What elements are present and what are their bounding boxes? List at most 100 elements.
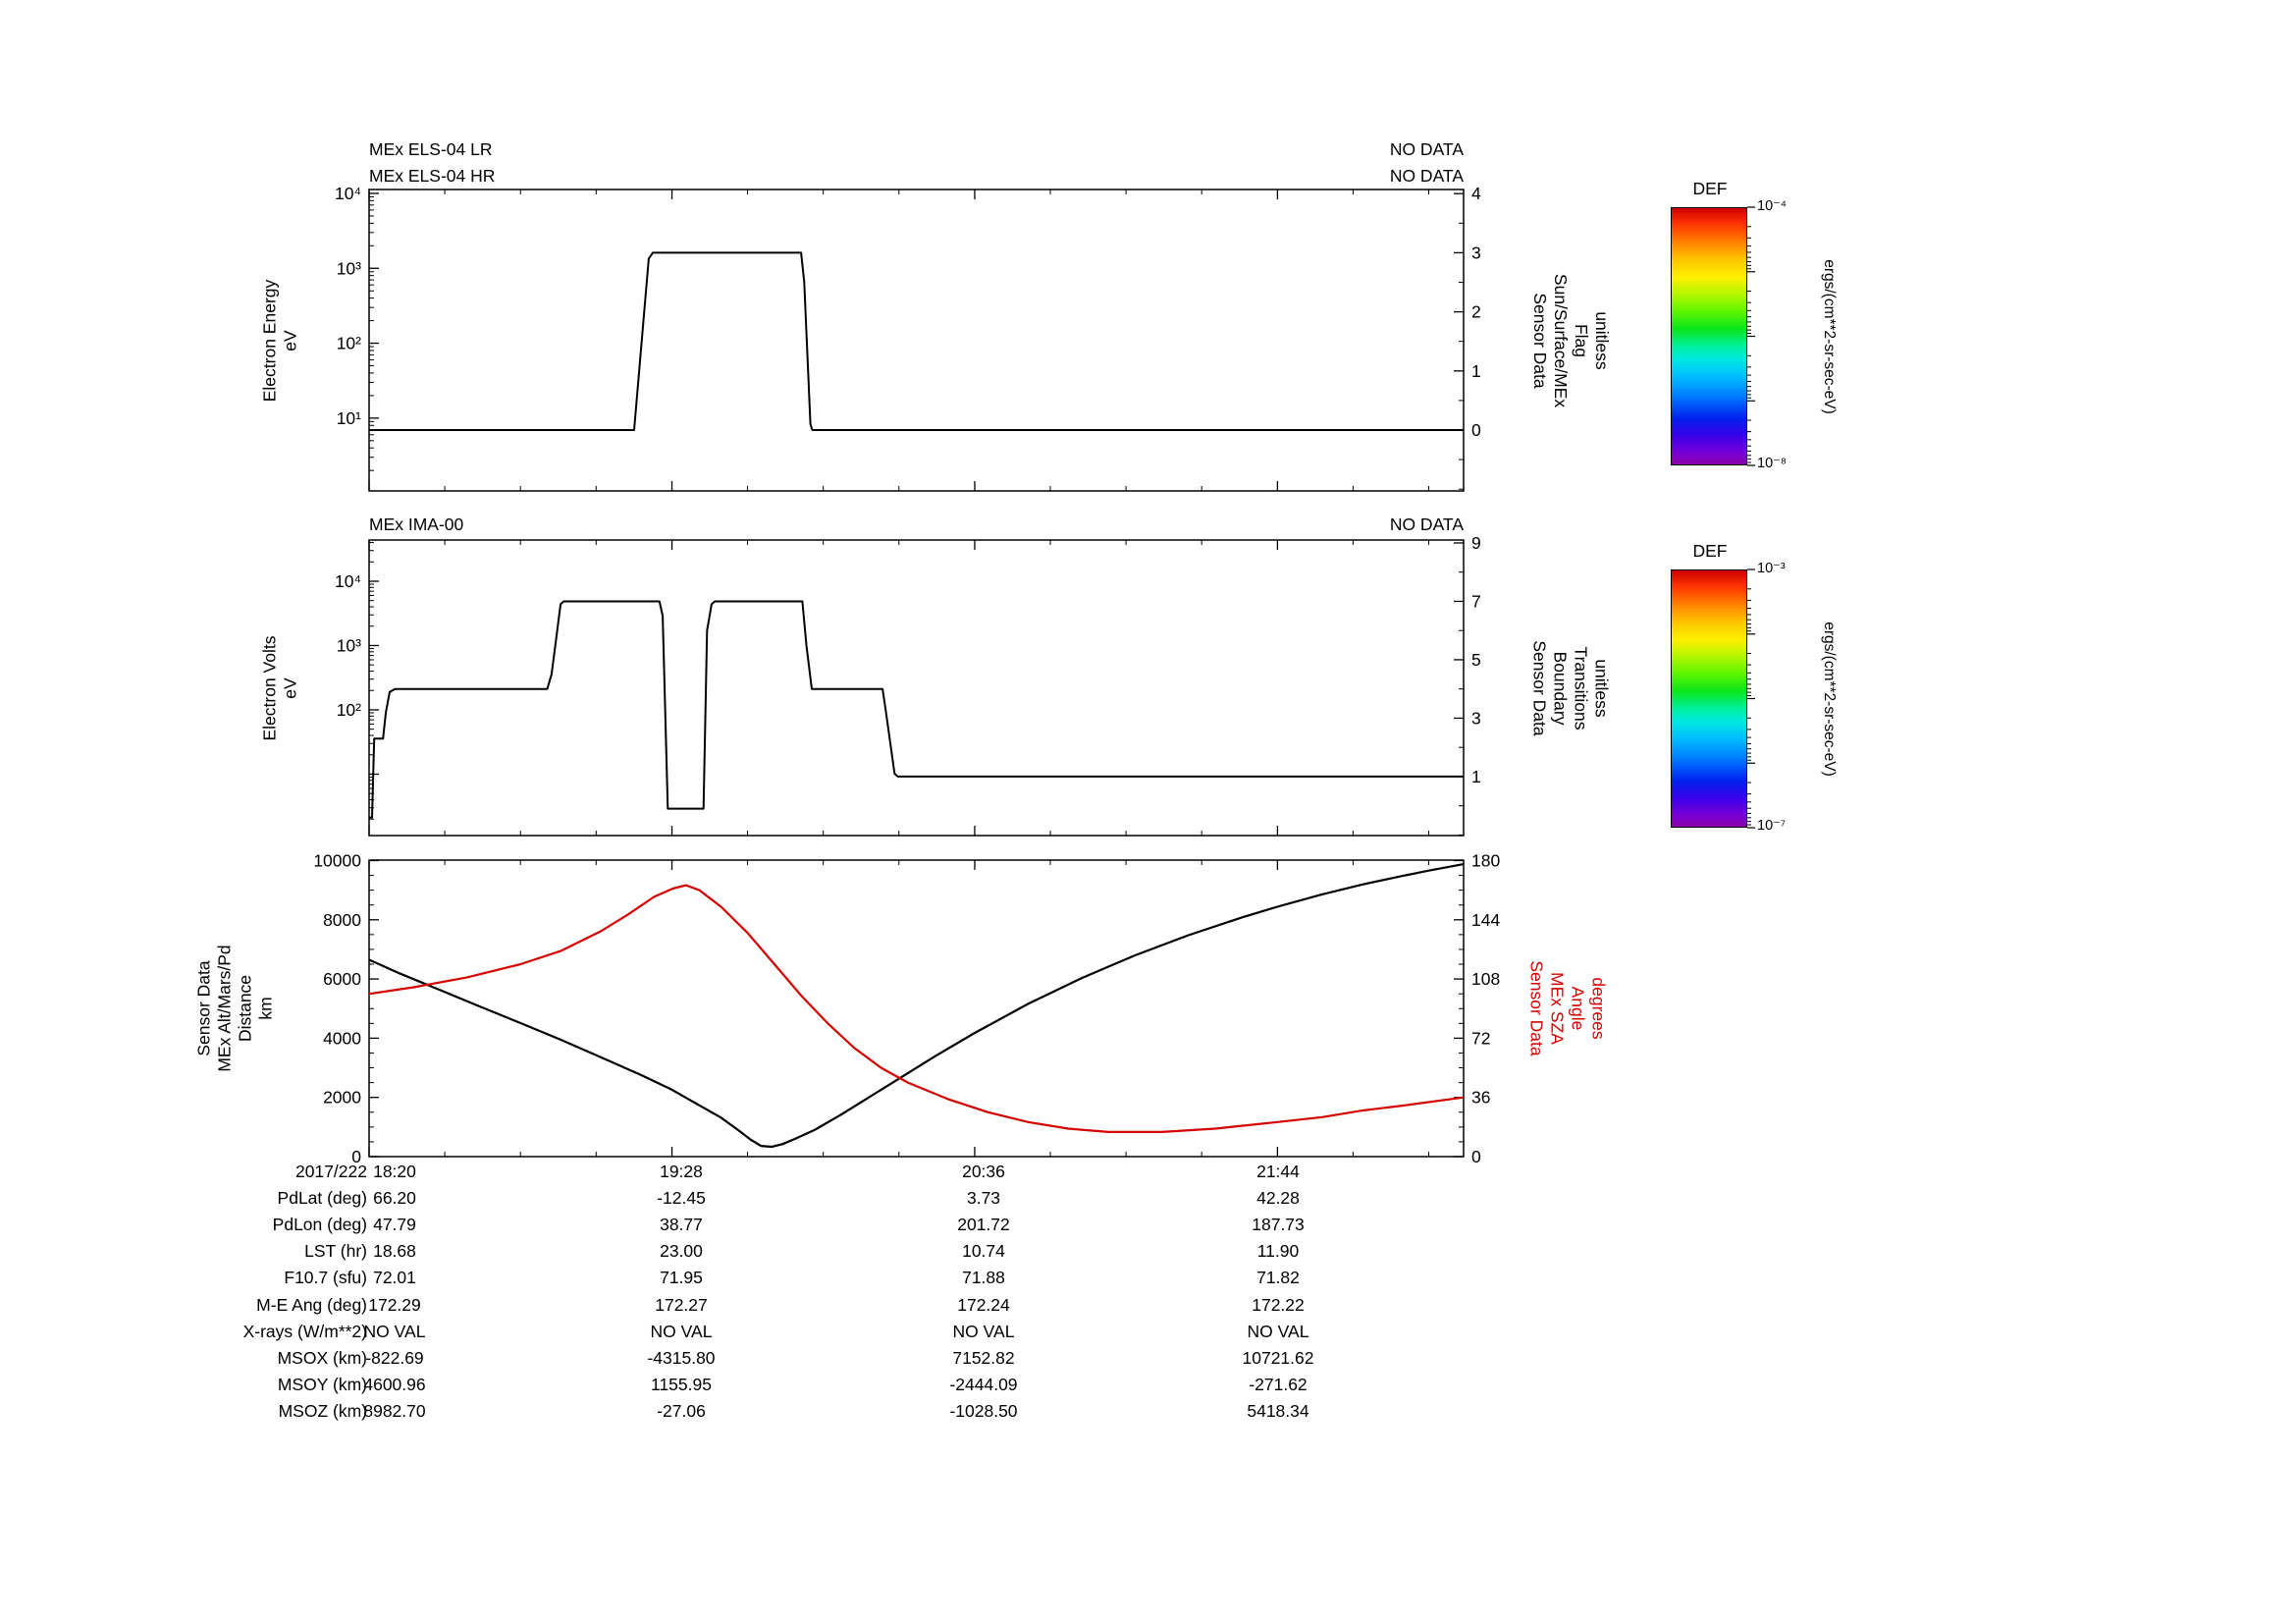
panel1-nodata-hr: NO DATA	[1389, 166, 1464, 186]
table-cell: 10.74	[962, 1241, 1005, 1262]
ephem-right-tick-label: 72	[1471, 1028, 1490, 1048]
table-cell: 71.82	[1256, 1268, 1300, 1288]
ima-right-tick-label: 1	[1471, 767, 1481, 786]
table-row: MSOY (km) 4600.96 1155.95 -2444.09 -271.62	[0, 1375, 2296, 1401]
table-cell: 172.29	[368, 1294, 421, 1315]
els-left-tick-label: 10⁴	[335, 184, 361, 203]
colorbar1-bottom-scale-label: 10⁻⁸	[1757, 456, 1787, 471]
colorbar1-title: DEF	[1692, 179, 1728, 198]
table-cell: -12.45	[657, 1188, 706, 1209]
ima-plot-box	[368, 539, 1465, 837]
x-tick-label: 21:44	[1256, 1162, 1300, 1181]
table-row: PdLat (deg) 66.20 -12.45 3.73 42.28	[0, 1188, 2296, 1215]
colorbar1-gradient	[1671, 207, 1747, 465]
ephem-left-tick-label: 6000	[323, 969, 361, 989]
table-row: PdLon (deg) 47.79 38.77 201.72 187.73	[0, 1215, 2296, 1241]
panel1-title-row-1: MEx ELS-04 LR NO DATA	[369, 139, 1464, 160]
x-tick-label: 19:28	[660, 1162, 703, 1181]
table-cell: -271.62	[1249, 1374, 1308, 1394]
table-cell: 187.73	[1252, 1215, 1305, 1235]
ephem-left-tick-label: 4000	[323, 1028, 361, 1048]
table-cell: NO VAL	[952, 1321, 1015, 1341]
panel2-title-row: MEx IMA-00 NO DATA	[369, 514, 1464, 535]
table-row: F10.7 (sfu) 72.01 71.95 71.88 71.82	[0, 1268, 2296, 1294]
panel2-title-ima: MEx IMA-00	[369, 514, 464, 534]
colorbar2-gradient	[1671, 569, 1747, 828]
els-right-tick-label: 0	[1471, 420, 1481, 440]
table-cell: 8982.70	[363, 1400, 426, 1421]
x-tick-label: 20:36	[962, 1162, 1005, 1181]
ima-left-tick-label: 10²	[337, 700, 361, 720]
els-right-tick-label: 1	[1471, 361, 1481, 381]
table-cell: 7152.82	[952, 1347, 1015, 1368]
colorbar2-bottom-scale-label: 10⁻⁷	[1757, 818, 1787, 834]
table-row: X-rays (W/m**2) NO VAL NO VAL NO VAL NO VAL	[0, 1322, 2296, 1348]
table-row: MSOZ (km) 8982.70 -27.06 -1028.50 5418.34	[0, 1401, 2296, 1428]
table-cell: 172.22	[1252, 1294, 1305, 1315]
table-cell: 4600.96	[363, 1374, 426, 1394]
sun-surface-flag-curve	[369, 251, 1464, 431]
els-right-tick-label: 3	[1471, 243, 1481, 262]
table-row-label: PdLat (deg)	[277, 1188, 367, 1209]
table-row-label: MSOZ (km)	[278, 1400, 367, 1421]
els-left-tick-label: 10³	[337, 258, 361, 278]
mex-altitude-km-curve	[368, 863, 1465, 1149]
x-tick-label: 18:20	[373, 1162, 416, 1181]
els-right-tick-label: 4	[1471, 184, 1481, 203]
ima-right-tick-label: 5	[1471, 650, 1481, 670]
table-cell: 10721.62	[1242, 1347, 1314, 1368]
colorbar1-top-scale-label: 10⁻⁴	[1757, 198, 1788, 214]
table-row: LST (hr) 18.68 23.00 10.74 11.90	[0, 1241, 2296, 1268]
ephem-plot-box	[368, 859, 1465, 1158]
table-cell: 172.27	[655, 1294, 708, 1315]
ima-right-tick-label: 9	[1471, 533, 1481, 553]
ima-left-tick-label: 10⁴	[335, 571, 361, 591]
table-cell: 71.95	[660, 1268, 703, 1288]
table-cell: 47.79	[373, 1215, 416, 1235]
table-cell: 66.20	[373, 1188, 416, 1209]
boundary-transitions-curve	[369, 600, 1464, 819]
ephem-left-tick-label: 2000	[323, 1088, 361, 1108]
table-cell: NO VAL	[650, 1321, 713, 1341]
table-row-label: X-rays (W/m**2)	[242, 1321, 367, 1341]
colorbar2-top-scale-label: 10⁻³	[1757, 561, 1786, 576]
ima-right-tick-label: 7	[1471, 591, 1481, 611]
table-row-label: MSOY (km)	[277, 1374, 367, 1394]
ephem-left-tick-label: 0	[351, 1147, 361, 1166]
table-cell: 1155.95	[651, 1374, 712, 1394]
table-row-label: F10.7 (sfu)	[284, 1268, 367, 1288]
ephem-right-tick-label: 0	[1471, 1147, 1481, 1166]
table-row: MSOX (km) -822.69 -4315.80 7152.82 10721.62	[0, 1348, 2296, 1375]
table-row-label: M-E Ang (deg)	[256, 1294, 367, 1315]
table-cell: 3.73	[966, 1188, 1001, 1209]
table-cell: 71.88	[962, 1268, 1005, 1288]
table-row-label: PdLon (deg)	[272, 1215, 367, 1235]
table-cell: -27.06	[657, 1400, 706, 1421]
ima-left-tick-label: 10³	[337, 635, 361, 655]
els-left-tick-label: 10¹	[337, 408, 361, 428]
table-cell: NO VAL	[1247, 1321, 1309, 1341]
panel1-nodata-lr: NO DATA	[1389, 139, 1464, 159]
table-cell: 23.00	[660, 1241, 703, 1262]
colorbar2-title: DEF	[1692, 541, 1728, 561]
panel1-title-row-2: MEx ELS-04 HR NO DATA	[369, 166, 1464, 187]
ephem-right-tick-label: 36	[1471, 1088, 1490, 1108]
table-cell: NO VAL	[363, 1321, 426, 1341]
ephem-left-tick-label: 8000	[323, 910, 361, 930]
ephem-right-tick-label: 180	[1471, 851, 1500, 871]
table-cell: -1028.50	[949, 1400, 1018, 1421]
ephem-right-tick-label: 108	[1471, 969, 1500, 989]
ima-right-tick-label: 3	[1471, 708, 1481, 728]
mex-sza-degrees-curve	[368, 884, 1465, 1134]
els-right-tick-label: 2	[1471, 302, 1481, 322]
table-cell: 42.28	[1256, 1188, 1300, 1209]
table-row-label: MSOX (km)	[277, 1347, 367, 1368]
ephem-left-tick-label: 10000	[313, 850, 361, 870]
table-cell: 38.77	[660, 1215, 703, 1235]
els-plot-box	[368, 189, 1465, 492]
table-row-label: LST (hr)	[304, 1241, 367, 1262]
table-cell: 18.68	[373, 1241, 416, 1262]
table-cell: 201.72	[957, 1215, 1010, 1235]
table-row-label: 2017/222	[295, 1162, 367, 1181]
